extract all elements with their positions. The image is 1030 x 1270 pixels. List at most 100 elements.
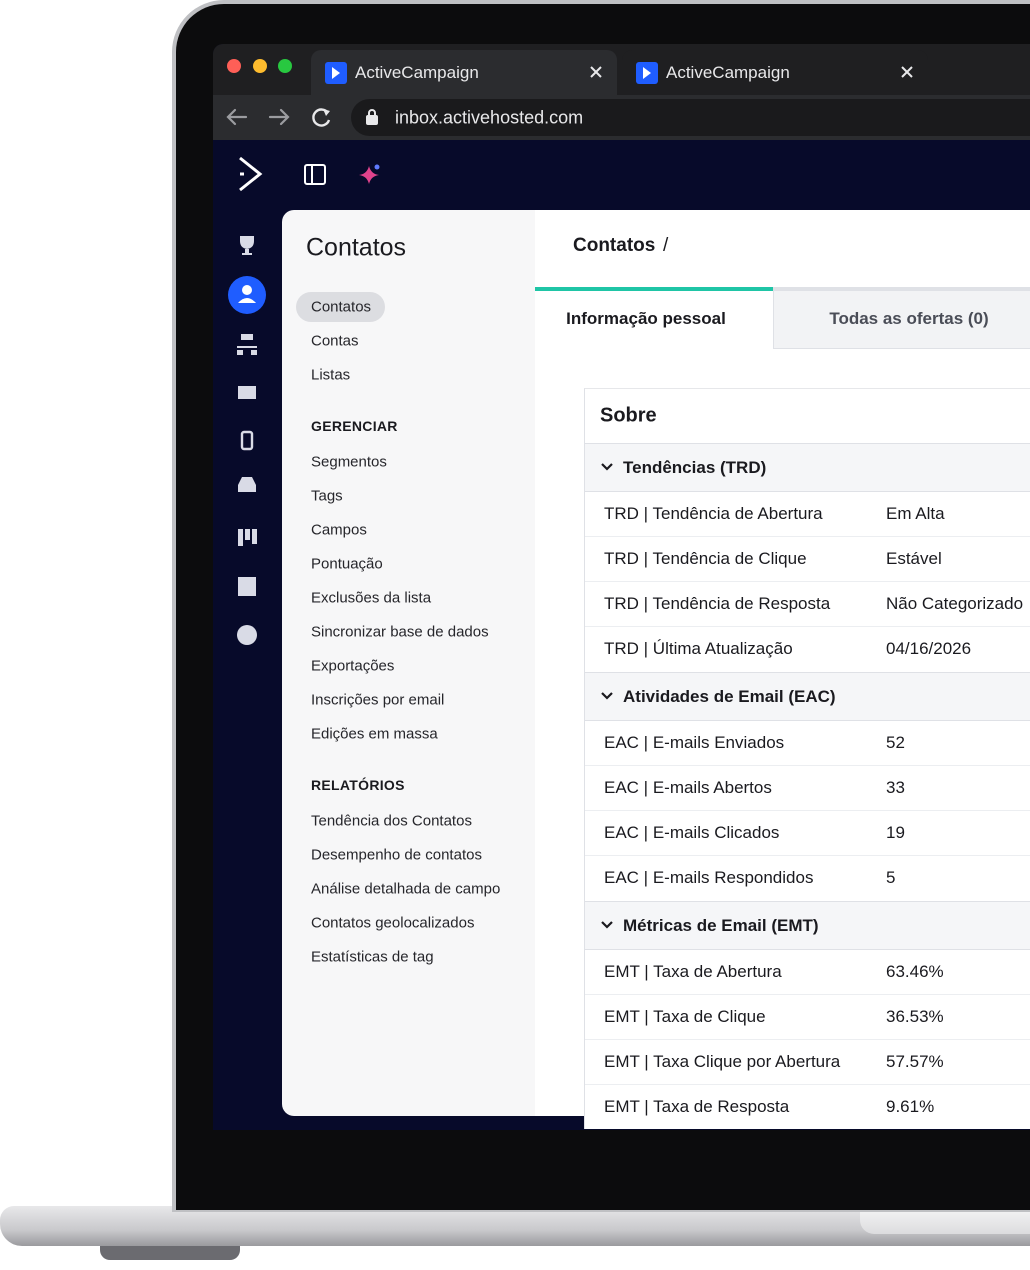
tab-close-icon[interactable] bbox=[589, 65, 603, 79]
sidebar-item[interactable]: Tendência dos Contatos bbox=[311, 812, 472, 830]
group-header[interactable]: Métricas de Email (EMT) bbox=[585, 901, 1030, 950]
field-value: 19 bbox=[886, 823, 905, 842]
field-value: 5 bbox=[886, 868, 896, 887]
sidebar-item[interactable]: Inscrições por email bbox=[311, 691, 445, 709]
chevron-glyph bbox=[601, 921, 613, 929]
chevron bbox=[600, 460, 614, 474]
sidebar-item[interactable]: Contas bbox=[311, 332, 359, 350]
laptop-base bbox=[0, 1206, 1030, 1246]
window-close[interactable] bbox=[227, 59, 241, 73]
sms-icon[interactable] bbox=[240, 430, 254, 451]
tab-close-icon[interactable] bbox=[900, 65, 914, 79]
url-field[interactable] bbox=[351, 99, 1030, 136]
sidebar-item[interactable]: Contatos bbox=[311, 298, 372, 316]
active-item-pill bbox=[296, 292, 385, 322]
tab-favicon-mark bbox=[643, 67, 651, 79]
field-label: EAC | E-mails Enviados bbox=[604, 733, 785, 752]
chevron-glyph bbox=[601, 692, 613, 700]
campaigns-icon[interactable] bbox=[238, 386, 256, 399]
chevron-glyph bbox=[601, 463, 613, 471]
inbox-icon[interactable] bbox=[238, 477, 256, 492]
sidebar-heading: GERENCIAR bbox=[311, 418, 398, 434]
sidebar-item[interactable]: Pontuação bbox=[311, 555, 383, 573]
field-row: TRD | Tendência de Resposta Não Categoriz… bbox=[585, 582, 1030, 627]
sidebar-item[interactable]: Exclusões da lista bbox=[311, 589, 432, 607]
breadcrumb-separator: / bbox=[663, 235, 669, 256]
window-minimize[interactable] bbox=[253, 59, 267, 73]
content-tab[interactable]: Informação pessoal bbox=[535, 287, 773, 351]
sidebar-item[interactable]: Exportações bbox=[311, 657, 395, 675]
field-label: EMT | Taxa Clique por Abertura bbox=[604, 1052, 841, 1071]
browser-tab[interactable]: ActiveCampaign bbox=[311, 50, 617, 95]
field-value: 9.61% bbox=[886, 1097, 935, 1116]
field-value: 36.53% bbox=[886, 1007, 944, 1026]
field-label: TRD | Tendência de Clique bbox=[604, 549, 807, 568]
field-row: EAC | E-mails Abertos 33 bbox=[585, 766, 1030, 811]
field-value: Não Categorizado bbox=[886, 594, 1024, 613]
sidebar-item[interactable]: Estatísticas de tag bbox=[311, 948, 434, 966]
sidebar-toggle[interactable] bbox=[304, 164, 326, 185]
about-panel: Sobre Tendências (TRD) TRD | Tendência de … bbox=[584, 388, 1030, 1129]
field-label: TRD | Tendência de Abertura bbox=[604, 504, 823, 523]
reports-icon[interactable] bbox=[237, 625, 257, 645]
content-tab-label: Informação pessoal bbox=[566, 309, 726, 328]
tab-favicon-mark bbox=[332, 67, 340, 79]
sidebar-item[interactable]: Listas bbox=[311, 366, 351, 384]
sidebar-item[interactable]: Segmentos bbox=[311, 453, 387, 471]
sidebar-item[interactable]: Campos bbox=[311, 521, 367, 539]
deals-icon[interactable] bbox=[238, 529, 257, 546]
ai-sparkle-dot bbox=[374, 164, 380, 170]
contacts-icon-body bbox=[238, 298, 256, 303]
sidebar-item[interactable]: Contatos geolocalizados bbox=[311, 914, 475, 932]
field-value: Estável bbox=[886, 549, 942, 568]
field-value: 63.46% bbox=[886, 962, 944, 981]
sidebar-item[interactable]: Desempenho de contatos bbox=[311, 846, 482, 864]
window-maximize[interactable] bbox=[278, 59, 292, 73]
chevron bbox=[600, 918, 614, 932]
sidebar-item[interactable]: Edições em massa bbox=[311, 725, 438, 743]
field-row: EMT | Taxa de Clique 36.53% bbox=[585, 995, 1030, 1040]
laptop-notch bbox=[860, 1208, 1030, 1234]
nav-buttons bbox=[226, 108, 331, 127]
breadcrumb[interactable]: Contatos bbox=[573, 235, 656, 256]
field-label: EAC | E-mails Clicados bbox=[604, 823, 780, 842]
app-top-bar bbox=[239, 156, 380, 192]
browser-tab[interactable]: ActiveCampaign bbox=[622, 50, 928, 95]
sidebar-item[interactable]: Análise detalhada de campo bbox=[311, 880, 501, 898]
field-label: EMT | Taxa de Abertura bbox=[604, 962, 782, 981]
field-row: TRD | Tendência de Clique Estável bbox=[585, 537, 1030, 582]
group-title: Atividades de Email (EAC) bbox=[623, 687, 836, 706]
content-tab-label: Todas as ofertas (0) bbox=[829, 309, 989, 328]
automations-icon[interactable] bbox=[237, 334, 257, 355]
field-row: EMT | Taxa de Resposta 9.61% bbox=[585, 1085, 1030, 1130]
sidebar-panel: Contatos Contatos Contas Listas GERENCIAR Se… bbox=[282, 210, 535, 1116]
forward-button[interactable] bbox=[268, 108, 290, 126]
field-value: 52 bbox=[886, 733, 905, 752]
group-header[interactable]: Atividades de Email (EAC) bbox=[585, 672, 1030, 721]
field-label: TRD | Tendência de Resposta bbox=[604, 594, 831, 613]
reload-arrow bbox=[323, 109, 330, 116]
site-icon[interactable] bbox=[238, 577, 256, 596]
sidebar-item[interactable]: Tags bbox=[311, 487, 343, 505]
close-glyph bbox=[590, 66, 602, 78]
group-header[interactable]: Tendências (TRD) bbox=[585, 443, 1030, 492]
field-row: EMT | Taxa Clique por Abertura 57.57% bbox=[585, 1040, 1030, 1085]
back-button[interactable] bbox=[226, 108, 248, 126]
group-title: Tendências (TRD) bbox=[623, 458, 767, 477]
app-logo[interactable] bbox=[239, 156, 263, 192]
close-glyph bbox=[901, 66, 913, 78]
sidebar-item[interactable]: Sincronizar base de dados bbox=[311, 623, 489, 641]
main-content: Contatos / Informação pessoal Todas as of… bbox=[535, 210, 1030, 1129]
content-tab[interactable]: Todas as ofertas (0) bbox=[773, 287, 1030, 349]
field-label: EAC | E-mails Respondidos bbox=[604, 868, 814, 887]
lock-icon bbox=[366, 109, 378, 125]
field-row: EAC | E-mails Enviados 52 bbox=[585, 721, 1030, 766]
ai-sparkle[interactable] bbox=[359, 166, 379, 184]
goals-icon[interactable] bbox=[240, 236, 254, 255]
field-row: EAC | E-mails Clicados 19 bbox=[585, 811, 1030, 856]
tab-title: ActiveCampaign bbox=[355, 63, 479, 82]
field-row: TRD | Tendência de Abertura Em Alta bbox=[585, 492, 1030, 537]
sidebar-heading: RELATÓRIOS bbox=[311, 777, 405, 793]
sidebar-title: Contatos bbox=[306, 233, 407, 262]
